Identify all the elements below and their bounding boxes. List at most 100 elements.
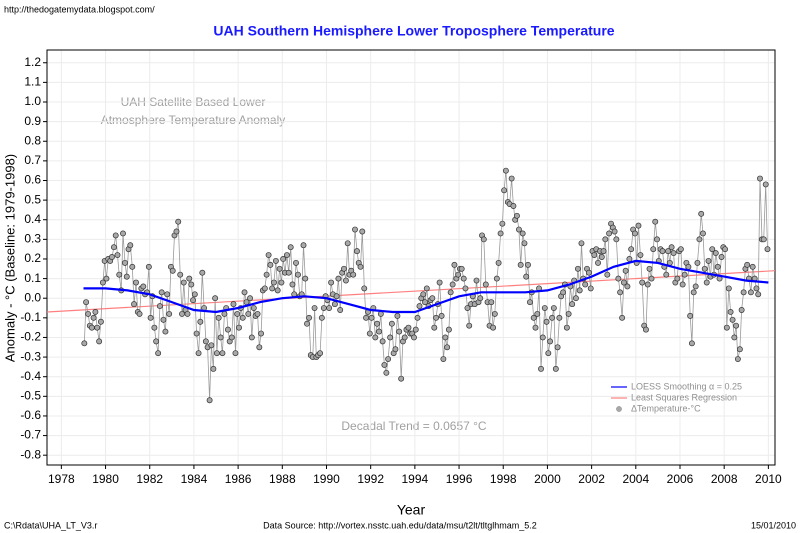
data-point — [280, 256, 287, 262]
data-point — [491, 310, 498, 317]
data-point — [490, 324, 497, 331]
data-point — [88, 324, 95, 331]
data-point — [517, 261, 524, 268]
data-point — [556, 314, 563, 321]
x-tick-label: 2006 — [667, 472, 694, 486]
data-point — [140, 283, 147, 290]
data-point — [508, 175, 515, 182]
data-point — [166, 310, 173, 317]
data-point — [600, 248, 607, 255]
data-point — [228, 334, 235, 341]
data-point — [650, 246, 657, 253]
data-point — [534, 310, 541, 317]
data-point — [97, 318, 104, 325]
data-point — [639, 279, 646, 286]
data-point — [248, 334, 255, 341]
data-point — [692, 283, 699, 290]
data-point — [190, 297, 196, 304]
data-point — [449, 281, 456, 288]
data-point — [94, 324, 101, 331]
x-tick-label: 1996 — [446, 472, 473, 486]
data-point — [250, 305, 257, 311]
data-point — [473, 277, 480, 284]
y-tick-label: 0.3 — [24, 232, 41, 246]
data-point — [447, 289, 454, 296]
data-point — [519, 230, 526, 237]
y-tick-label: -0.1 — [20, 310, 41, 324]
x-tick-label: 1988 — [269, 472, 296, 486]
data-point — [368, 314, 375, 321]
data-point — [318, 314, 325, 321]
data-point — [687, 312, 694, 319]
data-point — [565, 310, 572, 317]
annotation: Decadal Trend = 0.0657 °C — [341, 419, 487, 433]
y-tick-label: -0.4 — [20, 369, 41, 383]
data-point — [690, 289, 697, 296]
data-point — [444, 344, 451, 351]
data-point — [665, 248, 672, 255]
data-point — [180, 279, 187, 286]
data-point — [722, 246, 729, 253]
data-point — [648, 275, 655, 282]
data-point — [749, 263, 756, 270]
data-point — [604, 271, 611, 278]
data-point — [714, 263, 721, 270]
data-point — [350, 271, 357, 278]
data-point — [289, 281, 296, 288]
data-point — [493, 275, 500, 282]
data-point — [502, 167, 509, 174]
footer-left: C:\Rdata\UHA_LT_V3.r — [4, 520, 97, 530]
data-point — [387, 334, 394, 341]
y-tick-label: -0.6 — [20, 408, 41, 422]
data-point — [215, 314, 222, 321]
data-point — [624, 283, 631, 290]
data-point — [547, 338, 554, 345]
data-point — [576, 287, 583, 294]
data-point — [733, 322, 740, 329]
data-point — [225, 326, 231, 333]
data-point — [729, 316, 736, 323]
data-point — [99, 279, 106, 286]
data-point — [320, 305, 327, 311]
data-point — [541, 305, 548, 311]
data-point — [455, 271, 462, 278]
plot-frame — [46, 49, 776, 466]
data-point — [276, 265, 283, 272]
data-point — [304, 320, 310, 327]
data-point — [175, 218, 182, 225]
data-point — [709, 246, 716, 253]
data-point — [398, 375, 405, 382]
data-point — [602, 236, 609, 243]
data-point — [256, 344, 263, 351]
data-point — [477, 295, 484, 302]
data-point — [515, 226, 522, 233]
data-point — [213, 350, 220, 357]
data-point — [700, 230, 706, 237]
data-point — [560, 289, 567, 296]
data-point — [747, 289, 754, 296]
data-point — [123, 273, 130, 280]
data-point — [90, 314, 97, 321]
y-tick-label: 0.0 — [24, 290, 41, 304]
data-point — [411, 334, 417, 341]
data-point — [744, 261, 751, 268]
data-point — [122, 259, 128, 266]
data-point — [615, 275, 622, 282]
data-point — [188, 281, 195, 288]
data-point — [376, 328, 383, 335]
x-axis-label: Year — [397, 502, 426, 518]
data-point — [285, 269, 292, 276]
data-point — [145, 263, 152, 270]
data-point — [317, 350, 324, 357]
data-point — [103, 275, 110, 282]
data-point — [445, 326, 452, 333]
data-point — [206, 397, 213, 404]
y-tick-label: -0.2 — [20, 330, 41, 344]
data-point — [554, 344, 561, 351]
data-point — [464, 305, 471, 311]
data-point — [241, 289, 248, 296]
data-point — [366, 330, 373, 337]
data-point — [679, 281, 686, 288]
data-point — [539, 334, 546, 341]
